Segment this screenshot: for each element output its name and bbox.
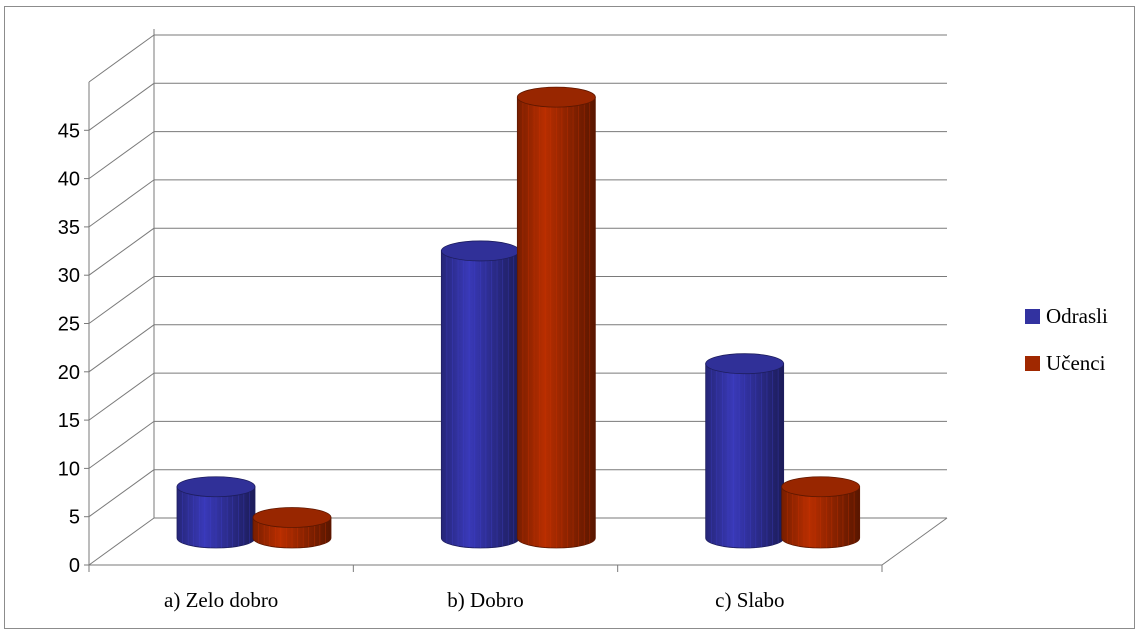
gridline-side	[88, 469, 155, 518]
legend-swatch-ucenci	[1025, 356, 1040, 371]
y-tick-label: 5	[69, 507, 80, 529]
gridline-side	[88, 276, 155, 324]
chart-axes: 0 5 10 15 20 25 30 35 40 45 a) Zelo dobro b) Dobro c…	[58, 82, 883, 612]
y-tick-label: 20	[58, 362, 80, 384]
gridline-side	[88, 372, 155, 421]
legend-label-odrasli: Odrasli	[1046, 304, 1108, 328]
bar-top	[516, 86, 596, 108]
legend-item-ucenci: Učenci	[1025, 351, 1108, 376]
bar-ucenci-2	[516, 86, 596, 549]
bar-top	[440, 240, 520, 262]
gridline-side	[88, 82, 155, 131]
gridline-side	[88, 227, 155, 276]
legend-item-odrasli: Odrasli	[1025, 304, 1108, 329]
bar-odrasli-2	[440, 240, 520, 549]
y-tick-label: 35	[58, 217, 80, 239]
x-tick-label: b) Dobro	[447, 588, 523, 612]
x-tick-label: a) Zelo dobro	[164, 588, 278, 612]
x-tick-label: c) Slabo	[715, 588, 784, 612]
bar-top	[252, 507, 332, 528]
bar-ucenci-1	[252, 507, 332, 549]
gridline-side	[88, 179, 155, 228]
y-tick-label: 40	[58, 169, 80, 191]
y-tick-label: 25	[58, 314, 80, 336]
y-tick-label: 10	[58, 458, 80, 480]
chart-legend: Odrasli Učenci	[1025, 304, 1108, 398]
bar-ucenci-3	[781, 476, 861, 549]
legend-swatch-odrasli	[1025, 309, 1040, 324]
y-tick-label: 45	[58, 120, 80, 142]
y-tick-label: 15	[58, 410, 80, 432]
bar-top	[705, 353, 785, 375]
floor-left-edge	[88, 517, 155, 566]
gridline-side	[88, 420, 155, 469]
bar-top	[781, 476, 861, 498]
legend-label-ucenci: Učenci	[1046, 351, 1106, 375]
bar-top	[176, 476, 256, 498]
y-tick-label: 30	[58, 265, 80, 287]
bar-odrasli-1	[176, 476, 256, 549]
gridline-side	[88, 34, 155, 83]
gridline-side	[88, 324, 155, 373]
chart-bars	[176, 86, 861, 549]
gridline-side	[88, 131, 155, 180]
y-tick-label: 0	[69, 555, 80, 577]
bar-odrasli-3	[705, 353, 785, 549]
floor-right-edge	[881, 517, 948, 566]
